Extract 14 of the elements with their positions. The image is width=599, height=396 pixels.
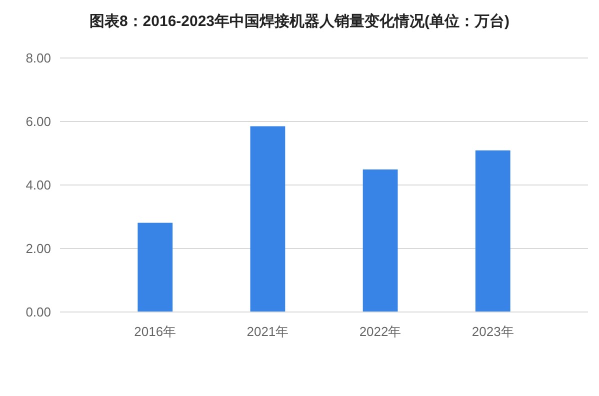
y-tick-label: 0.00 [26, 304, 51, 320]
x-tick-label: 2021年 [246, 324, 289, 339]
bar [475, 150, 510, 312]
x-tick-label: 2023年 [472, 324, 514, 339]
x-tick-label: 2016年 [134, 324, 176, 339]
y-tick-label: 4.00 [26, 178, 51, 193]
chart-title: 图表8：2016-2023年中国焊接机器人销量变化情况(单位：万台) [89, 12, 510, 30]
y-tick-label: 6.00 [26, 114, 51, 130]
bar [362, 169, 398, 312]
bar [138, 222, 173, 312]
y-tick-label: 2.00 [26, 241, 51, 256]
bar [250, 126, 286, 312]
x-tick-label: 2022年 [359, 324, 402, 339]
y-tick-label: 8.00 [26, 50, 51, 66]
